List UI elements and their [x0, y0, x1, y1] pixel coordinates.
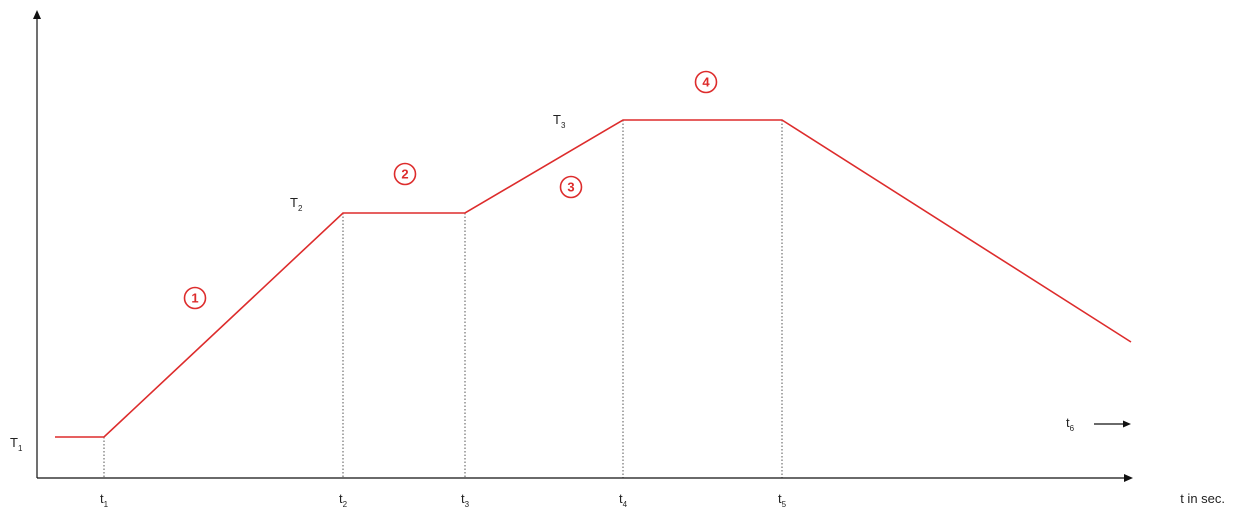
temperature-label-1-sub: 1 — [18, 444, 23, 453]
x-tick-label-1-sub: 1 — [104, 500, 109, 509]
phase-marker-3: 3 — [559, 175, 583, 199]
phase-marker-number-4: 4 — [702, 75, 710, 90]
phase-marker-2: 2 — [393, 162, 417, 186]
t6-label-sub: 6 — [1070, 424, 1075, 433]
x-tick-label-2-sub: 2 — [343, 500, 348, 509]
phase-marker-number-2: 2 — [401, 167, 408, 182]
phase-marker-circle-4 — [694, 70, 718, 94]
guide-lines — [103, 120, 783, 478]
x-axis-title: t in sec. — [1180, 491, 1225, 506]
x-tick-label-4-main: t — [619, 491, 623, 506]
t6-label-main: t — [1066, 415, 1070, 430]
phase-marker-1: 1 — [183, 286, 207, 310]
y-axis-arrowhead — [33, 10, 41, 19]
x-tick-label-5: t5 — [778, 491, 787, 509]
t6-label: t6 — [1066, 415, 1075, 433]
phase-marker-number-3: 3 — [567, 180, 574, 195]
temperature-label-1-main: T — [10, 435, 18, 450]
x-tick-label-1-main: t — [100, 491, 104, 506]
phase-marker-circle-1 — [183, 286, 207, 310]
x-tick-label-3-sub: 3 — [465, 500, 470, 509]
x-tick-label-5-main: t — [778, 491, 782, 506]
x-tick-label-3: t3 — [461, 491, 470, 509]
x-tick-label-4-sub: 4 — [623, 500, 628, 509]
x-tick-label-2: t2 — [339, 491, 348, 509]
temperature-label-3-main: T — [553, 112, 561, 127]
temperature-label-2: T2 — [290, 195, 303, 213]
x-tick-label-1: t1 — [100, 491, 109, 509]
phase-marker-circle-3 — [559, 175, 583, 199]
phase-marker-number-1: 1 — [191, 291, 198, 306]
temperature-label-2-sub: 2 — [298, 204, 303, 213]
phase-marker-4: 4 — [694, 70, 718, 94]
temperature-label-2-main: T — [290, 195, 298, 210]
t6-arrowhead — [1123, 420, 1131, 428]
temperature-label-3: T3 — [553, 112, 566, 130]
axes — [33, 10, 1133, 482]
x-axis-arrowhead — [1124, 474, 1133, 482]
temperature-label-3-sub: 3 — [561, 121, 566, 130]
profile-series — [55, 119, 1132, 438]
x-tick-label-5-sub: 5 — [782, 500, 787, 509]
phase-marker-circle-2 — [393, 162, 417, 186]
phase-markers: 1 2 3 4 — [183, 70, 718, 310]
temperature-label-1: T1 — [10, 435, 23, 453]
x-tick-label-3-main: t — [461, 491, 465, 506]
x-tick-label-2-main: t — [339, 491, 343, 506]
temperature-profile-line — [55, 119, 1132, 438]
x-tick-label-4: t4 — [619, 491, 628, 509]
